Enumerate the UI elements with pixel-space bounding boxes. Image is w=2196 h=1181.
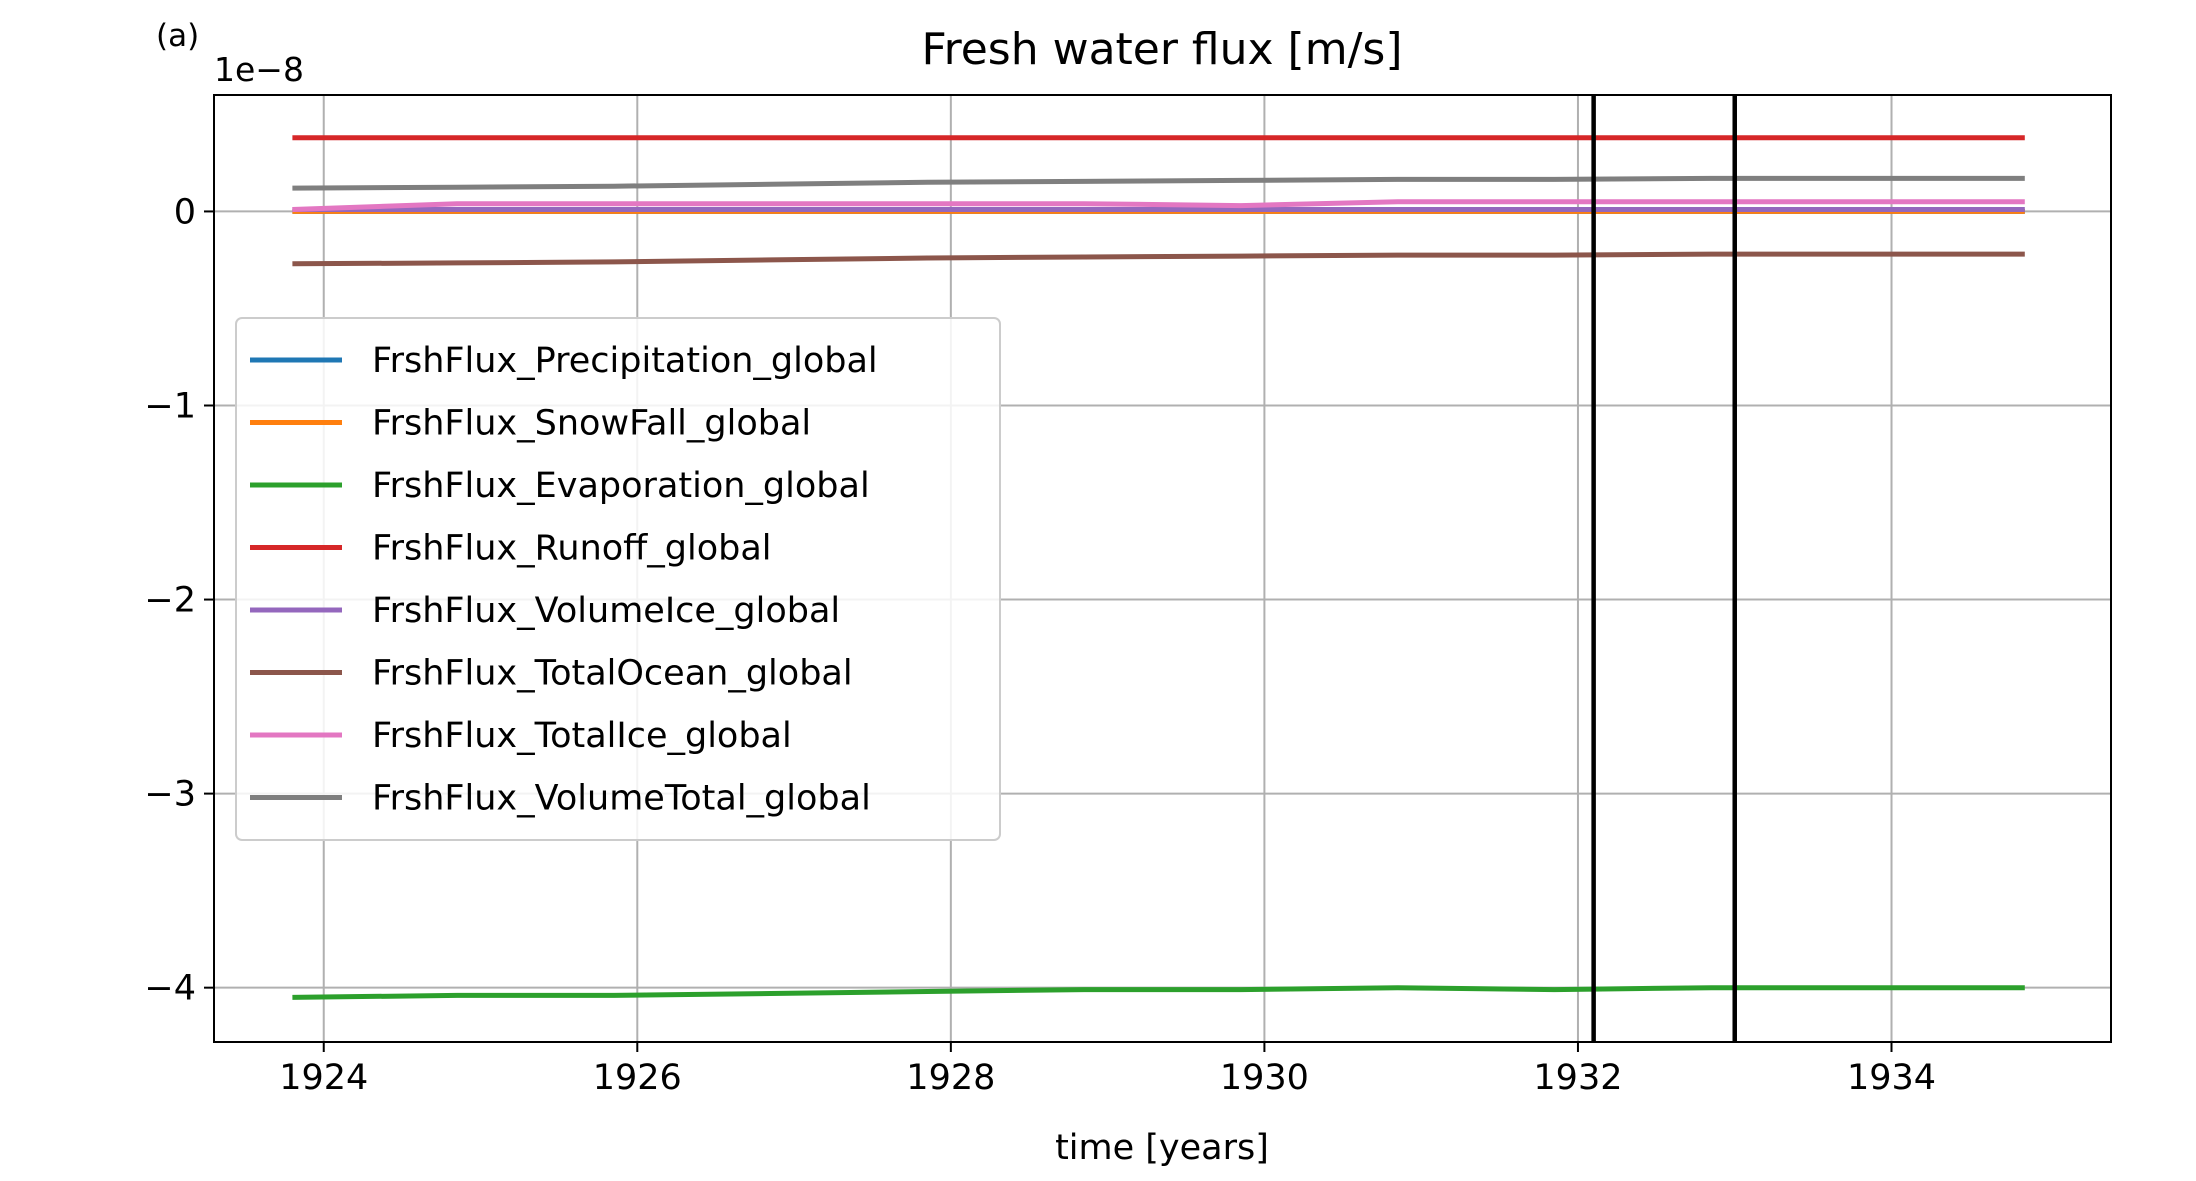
vertical-markers	[1591, 95, 1737, 1042]
panel-label: (a)	[156, 18, 199, 54]
legend-label: FrshFlux_SnowFall_global	[372, 404, 811, 444]
y-offset-label: 1e−8	[214, 50, 304, 89]
y-tick-label: −3	[144, 775, 196, 815]
x-tick-label: 1924	[279, 1058, 368, 1098]
legend-box	[235, 317, 1001, 841]
y-tick-label: −1	[144, 386, 196, 426]
x-tick-label: 1930	[1220, 1058, 1309, 1098]
x-tick-label: 1932	[1533, 1058, 1622, 1098]
legend-label: FrshFlux_Runoff_global	[372, 529, 772, 569]
legend-label: FrshFlux_VolumeTotal_global	[372, 779, 871, 819]
legend-label: FrshFlux_TotalIce_global	[372, 716, 792, 756]
legend-label: FrshFlux_TotalOcean_global	[372, 654, 853, 694]
series-line	[292, 199, 2025, 212]
x-tick-label: 1934	[1847, 1058, 1936, 1098]
legend-label: FrshFlux_Precipitation_global	[372, 341, 878, 381]
x-tick-label: 1926	[593, 1058, 682, 1098]
legend: FrshFlux_Precipitation_global FrshFlux_Sn…	[235, 317, 1001, 841]
legend-label: FrshFlux_Evaporation_global	[372, 466, 870, 506]
y-tick-label: −2	[144, 581, 196, 621]
series-line	[292, 985, 2025, 1000]
series-lines	[292, 135, 2025, 1000]
y-tick-label: −4	[144, 969, 196, 1009]
y-tick-label: 0	[174, 192, 196, 232]
chart-title: Fresh water flux [m/s]	[921, 24, 1402, 75]
series-line	[292, 251, 2025, 267]
legend-label: FrshFlux_VolumeIce_global	[372, 591, 840, 631]
x-tick-label: 1928	[906, 1058, 995, 1098]
x-axis-label: time [years]	[1055, 1128, 1269, 1168]
plot-frame	[213, 94, 2112, 1043]
series-line	[292, 175, 2025, 191]
ticks: 1924 1926 1928 1930 1932 1934 0 −1 −2 −3 −4	[144, 192, 1936, 1098]
